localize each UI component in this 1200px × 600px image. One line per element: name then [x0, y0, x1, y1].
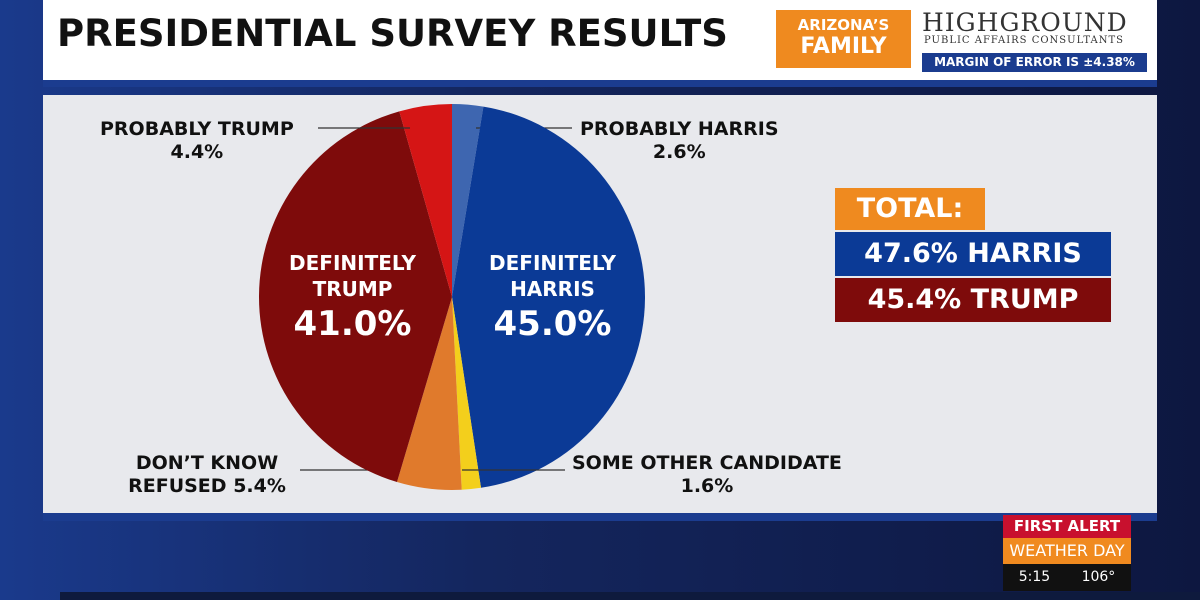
margin: MARGIN OF ERROR IS ±4.38%	[922, 53, 1147, 72]
total-title: TOTAL:	[835, 188, 985, 230]
weather-time: 5:15	[1018, 569, 1051, 585]
slice-label: PROBABLY TRUMP 4.4%	[100, 118, 294, 164]
slice-category: DEFINITELY TRUMP	[289, 251, 416, 301]
slice-value: 5.4%	[233, 475, 286, 497]
sponsor-sub: PUBLIC AFFAIRS CONSULTANTS	[924, 35, 1125, 46]
sponsor: HIGHGROUND	[922, 8, 1128, 37]
slice-category: PROBABLY HARRIS	[580, 118, 779, 140]
slice-label: SOME OTHER CANDIDATE 1.6%	[572, 452, 842, 498]
weather-bottom: WEATHER DAY	[1003, 538, 1131, 564]
pie-slice	[399, 104, 452, 297]
ticker	[60, 592, 1200, 600]
slice-label: PROBABLY HARRIS 2.6%	[580, 118, 779, 164]
station-logo: ARIZONA’S FAMILY	[776, 10, 911, 68]
slice-category: PROBABLY TRUMP	[100, 118, 294, 140]
weather-top: FIRST ALERT	[1003, 515, 1131, 538]
station-top: ARIZONA’S	[797, 16, 890, 34]
slice-value: 2.6%	[652, 141, 706, 163]
station-bottom: FAMILY	[800, 34, 887, 59]
weather-info: 5:15 106°	[1003, 564, 1131, 590]
pie-slice	[452, 297, 481, 490]
weather-badge: FIRST ALERT WEATHER DAY 5:15 106°	[1003, 515, 1131, 591]
pie-slice	[452, 104, 484, 297]
slice-label: DEFINITELY TRUMP 41.0%	[270, 250, 435, 346]
slice-label: DEFINITELY HARRIS 45.0%	[470, 250, 635, 346]
slice-value: 41.0%	[293, 304, 412, 344]
slice-value: 1.6%	[680, 475, 734, 497]
pie-slice	[396, 297, 462, 490]
slice-value: 4.4%	[170, 141, 224, 163]
title: PRESIDENTIAL SURVEY RESULTS	[57, 12, 728, 55]
slice-value: 45.0%	[493, 304, 612, 344]
weather-temp: 106°	[1081, 569, 1116, 585]
total-trump: 45.4% TRUMP	[835, 278, 1111, 322]
pie-slice	[259, 111, 452, 482]
header-stripe	[43, 80, 1157, 87]
slice-category: DON’T KNOW REFUSED	[128, 452, 279, 497]
total-harris: 47.6% HARRIS	[835, 232, 1111, 276]
slice-category: DEFINITELY HARRIS	[489, 251, 616, 301]
pie-slice	[452, 106, 645, 488]
slice-category: SOME OTHER CANDIDATE	[572, 452, 842, 474]
slice-label: DON’T KNOW REFUSED 5.4%	[118, 452, 296, 498]
